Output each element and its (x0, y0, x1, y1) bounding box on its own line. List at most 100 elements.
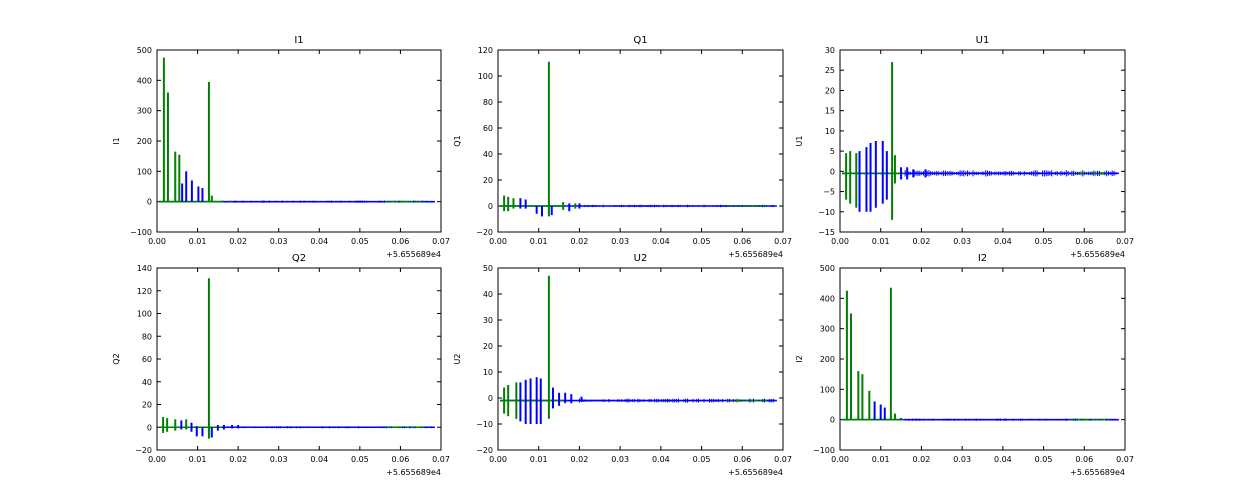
x-tick-label: 0.07 (774, 455, 792, 464)
y-tick-label: 100 (478, 72, 493, 81)
y-tick-label: 20 (483, 342, 493, 351)
x-tick-label: 0.06 (392, 237, 410, 246)
y-tick-label: 40 (142, 378, 152, 387)
x-tick-label: 0.02 (913, 237, 931, 246)
y-tick-label: 100 (137, 167, 152, 176)
y-tick-label: 0 (830, 416, 835, 425)
x-tick-label: 0.05 (693, 237, 711, 246)
y-tick-label: 100 (820, 385, 835, 394)
chart-panel-u2: U2 U2 0.00 0.01 0.02 0.03 0.04 0.05 0.06 0.07 −20 −… (453, 253, 792, 477)
x-tick-label: 0.07 (774, 237, 792, 246)
y-tick-label: −100 (130, 228, 152, 237)
x-tick-label: 0.05 (351, 237, 369, 246)
x-tick-label: 0.00 (148, 455, 166, 464)
axes-frame (497, 267, 784, 451)
y-tick-label: 200 (820, 355, 835, 364)
x-tick-label: 0.00 (831, 237, 849, 246)
y-tick-label: 500 (820, 264, 835, 273)
x-tick-label: 0.03 (270, 455, 288, 464)
x-tick-label: 0.06 (733, 455, 751, 464)
y-tick-label: 40 (483, 290, 493, 299)
plot-area (500, 61, 777, 217)
plot-area (159, 278, 435, 439)
x-tick-label: 0.01 (530, 455, 548, 464)
x-tick-label: 0.00 (148, 237, 166, 246)
y-tick-label: 0 (147, 198, 152, 207)
x-tick-label: 0.02 (229, 455, 247, 464)
x-tick-label: 0.00 (489, 455, 507, 464)
panel-title: I1 (294, 35, 303, 46)
x-tick-label: 0.00 (489, 237, 507, 246)
x-tick-label: 0.00 (831, 455, 849, 464)
y-axis-label: U1 (795, 136, 804, 147)
y-axis-label: U2 (453, 354, 462, 365)
y-tick-label: −100 (813, 446, 835, 455)
x-offset-label: +5.655689e4 (728, 468, 783, 477)
y-tick-label: 5 (830, 147, 835, 156)
y-tick-label: 500 (137, 46, 152, 55)
x-tick-label: 0.03 (270, 237, 288, 246)
x-tick-label: 0.06 (1075, 455, 1093, 464)
x-tick-label: 0.05 (693, 455, 711, 464)
x-tick-label: 0.04 (994, 237, 1012, 246)
y-tick-label: 30 (825, 46, 835, 55)
y-tick-label: 20 (483, 176, 493, 185)
x-tick-label: 0.04 (994, 455, 1012, 464)
chart-panel-q1: Q1 Q1 0.00 0.01 0.02 0.03 0.04 0.05 0.06 0.07 −20 0… (453, 35, 792, 259)
y-tick-label: 60 (483, 124, 493, 133)
y-axis-label: I2 (795, 355, 804, 362)
y-tick-label: 200 (137, 137, 152, 146)
chart-panel-i2: I2 I2 0.00 0.01 0.02 0.03 0.04 0.05 0.06 0.07 −100… (795, 253, 1134, 477)
y-axis-label: Q2 (112, 353, 121, 364)
x-tick-label: 0.05 (1035, 237, 1053, 246)
panel-title: U1 (976, 35, 990, 46)
y-tick-label: −20 (476, 228, 493, 237)
y-tick-label: 400 (820, 294, 835, 303)
x-tick-label: 0.01 (872, 237, 890, 246)
plot-area (500, 275, 777, 424)
y-tick-label: 120 (478, 46, 493, 55)
axes-frame (839, 49, 1126, 233)
x-offset-label: +5.655689e4 (1070, 250, 1125, 259)
y-tick-label: 25 (825, 66, 835, 75)
x-tick-label: 0.03 (611, 237, 629, 246)
y-tick-label: 80 (483, 98, 493, 107)
x-tick-label: 0.01 (872, 455, 890, 464)
y-tick-label: 100 (137, 310, 152, 319)
y-tick-label: −10 (818, 208, 835, 217)
y-tick-label: 60 (142, 355, 152, 364)
x-offset-label: +5.655689e4 (386, 250, 441, 259)
x-tick-label: 0.01 (189, 237, 207, 246)
y-tick-label: 0 (830, 167, 835, 176)
y-tick-label: −5 (823, 188, 835, 197)
y-tick-label: 10 (825, 127, 835, 136)
x-tick-label: 0.02 (571, 237, 589, 246)
y-tick-label: 80 (142, 332, 152, 341)
panel-title: U2 (634, 253, 648, 264)
x-tick-label: 0.06 (733, 237, 751, 246)
x-tick-label: 0.01 (189, 455, 207, 464)
panel-title: Q1 (633, 35, 647, 46)
y-tick-label: 0 (488, 202, 493, 211)
y-tick-label: 10 (483, 368, 493, 377)
y-tick-label: 300 (137, 107, 152, 116)
y-tick-label: 120 (137, 287, 152, 296)
x-tick-label: 0.02 (229, 237, 247, 246)
x-tick-label: 0.03 (611, 455, 629, 464)
y-axis-label: I1 (112, 137, 121, 144)
x-tick-label: 0.07 (1116, 237, 1134, 246)
x-tick-label: 0.06 (1075, 237, 1093, 246)
y-tick-label: −10 (476, 420, 493, 429)
x-tick-label: 0.05 (1035, 455, 1053, 464)
y-tick-label: 15 (825, 107, 835, 116)
plot-area (159, 57, 435, 203)
x-tick-label: 0.07 (1116, 455, 1134, 464)
x-tick-label: 0.05 (351, 455, 369, 464)
chart-panel-q2: Q2 Q2 0.00 0.01 0.02 0.03 0.04 0.05 0.06 0.07 −20 0… (112, 253, 450, 477)
x-tick-label: 0.02 (913, 455, 931, 464)
y-axis-label: Q1 (453, 135, 462, 146)
x-tick-label: 0.01 (530, 237, 548, 246)
panel-title: Q2 (292, 253, 306, 264)
